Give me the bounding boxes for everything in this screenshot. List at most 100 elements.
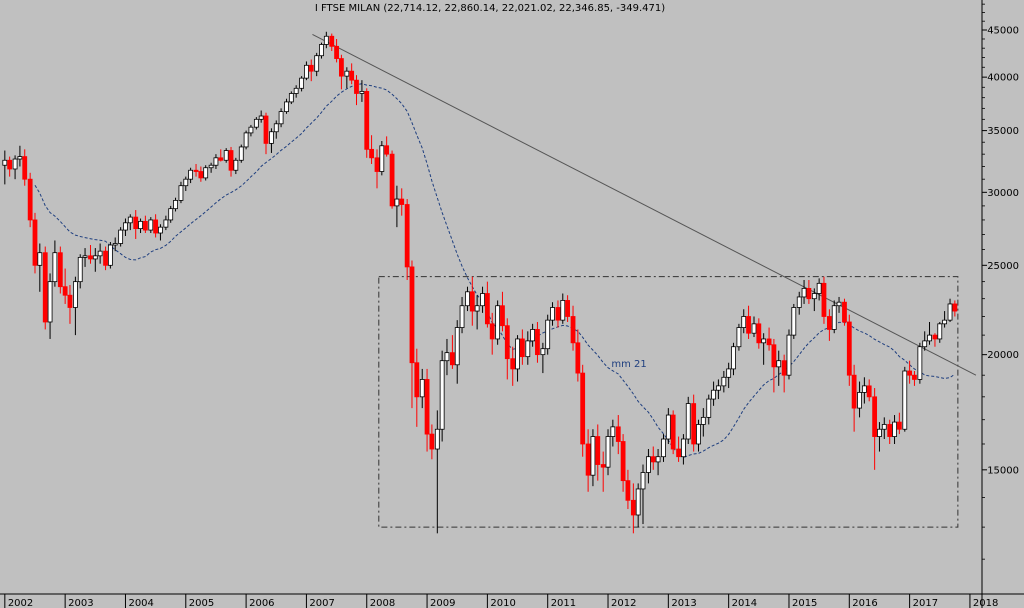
candle-down (404, 204, 410, 268)
candle-down (932, 334, 938, 340)
candle-down (555, 307, 561, 321)
candle-up (158, 226, 163, 234)
candle-up (12, 158, 18, 170)
candle-up (238, 146, 244, 161)
candle-down (389, 153, 395, 207)
candle-up (706, 398, 712, 418)
candle-up (123, 222, 128, 231)
candle-down (484, 293, 490, 325)
x-tick-label: 2013 (671, 598, 696, 608)
candle-down (67, 294, 73, 308)
y-tick-label: 20000 (987, 350, 1019, 361)
candle-down (535, 329, 540, 356)
candle-up (736, 327, 742, 348)
candle-up (248, 126, 254, 134)
candle-up (661, 438, 666, 458)
candle-up (776, 360, 782, 368)
candle-up (379, 145, 385, 172)
candle-up (293, 87, 299, 94)
x-tick-label: 2009 (430, 598, 455, 608)
candle-down (756, 323, 762, 344)
candle-down (228, 150, 234, 171)
candle-up (17, 156, 23, 160)
candle-up (811, 293, 817, 300)
candle-up (741, 316, 747, 328)
candle-up (444, 352, 450, 362)
candle-down (912, 374, 917, 380)
candle-up (319, 44, 324, 57)
candle-up (550, 307, 555, 321)
x-tick-label: 2011 (551, 598, 576, 608)
candle-up (927, 334, 932, 342)
candle-up (223, 150, 229, 161)
y-tick-label: 30000 (987, 188, 1019, 199)
candle-up (173, 200, 178, 210)
candle-up (459, 305, 465, 328)
candle-up (72, 281, 78, 308)
candle-up (610, 426, 616, 437)
candle-up (465, 291, 470, 307)
x-tick-label: 2003 (68, 598, 93, 608)
y-tick-label: 40000 (987, 73, 1019, 84)
candle-up (434, 428, 440, 450)
candle-down (595, 436, 601, 465)
candle-up (314, 55, 320, 72)
candle-up (590, 436, 596, 476)
candle-up (751, 323, 757, 334)
candle-down (399, 198, 405, 205)
candle-up (917, 346, 923, 380)
x-tick-label: 2008 (370, 598, 395, 608)
candle-up (530, 329, 536, 342)
candle-down (308, 64, 314, 72)
candle-down (424, 379, 430, 435)
candle-down (504, 325, 510, 360)
candle-up (359, 91, 365, 94)
ma-label: mm 21 (611, 359, 646, 370)
candle-up (696, 424, 701, 445)
consolidation-box (378, 276, 959, 528)
candle-up (419, 379, 425, 398)
candle-down (329, 35, 335, 47)
candle-up (323, 35, 329, 45)
candle-down (676, 448, 681, 458)
candle-down (339, 58, 344, 77)
candle-up (525, 340, 531, 358)
candle-down (384, 145, 390, 155)
candle-down (887, 424, 893, 437)
candle-up (243, 132, 249, 148)
candle-up (52, 252, 58, 283)
y-tick-label: 25000 (987, 261, 1019, 272)
candle-up (344, 70, 350, 77)
candle-down (354, 79, 359, 94)
candle-up (786, 334, 792, 376)
candle-down (781, 360, 787, 376)
candle-up (922, 340, 928, 348)
candle-up (700, 416, 706, 425)
candle-up (474, 305, 480, 312)
candle-up (269, 131, 274, 144)
candle-up (178, 185, 184, 201)
candle-up (97, 250, 103, 257)
candle-down (414, 362, 420, 398)
candle-up (902, 370, 908, 430)
candle-up (163, 219, 169, 228)
candle-down (500, 305, 505, 327)
candle-up (148, 219, 154, 231)
candle-up (299, 77, 304, 89)
candle-up (2, 159, 8, 166)
candle-up (635, 488, 641, 516)
x-tick-label: 2017 (913, 598, 938, 608)
candle-down (670, 414, 676, 450)
candle-down (27, 178, 33, 221)
candle-up (665, 414, 671, 440)
candle-up (138, 220, 143, 230)
candle-down (952, 303, 958, 312)
candle-down (766, 338, 772, 346)
candle-down (429, 433, 435, 450)
candle-down (510, 358, 516, 370)
candle-down (263, 115, 269, 144)
candle-up (796, 296, 802, 308)
candle-up (107, 244, 113, 266)
candle-up (646, 456, 651, 473)
